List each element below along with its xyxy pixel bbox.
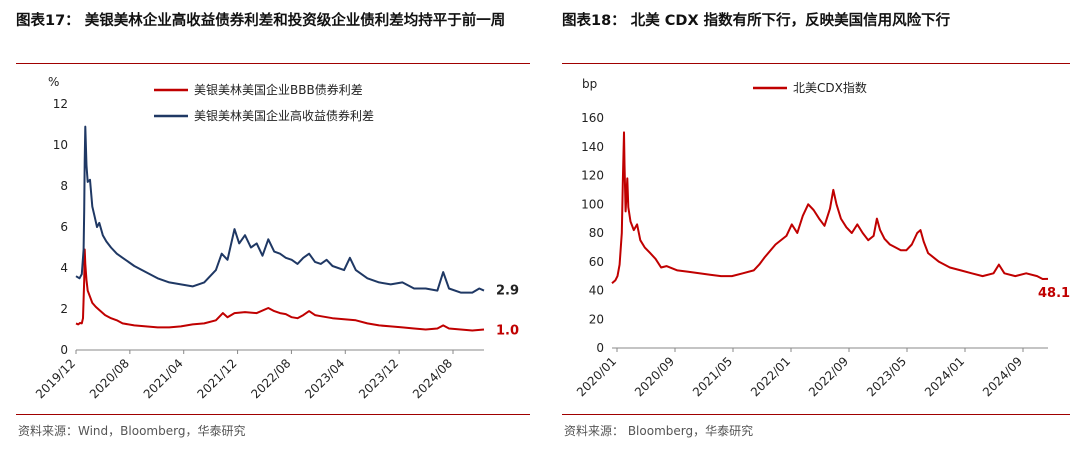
left-x-tick-label: 2023/12 — [356, 356, 401, 401]
left-y-tick-label: 8 — [60, 179, 68, 193]
right-y-tick-label: 160 — [581, 111, 604, 125]
left-y-tick-label: 10 — [53, 138, 68, 152]
figure-title-right: 图表18： 北美 CDX 指数有所下行，反映美国信用风险下行 — [562, 13, 951, 29]
right-x-tick-label: 2022/09 — [806, 354, 851, 399]
right-y-tick-label: 60 — [589, 255, 604, 269]
left-x-tick-label: 2024/08 — [410, 356, 455, 401]
right-y-tick-label: 100 — [581, 197, 604, 211]
right-unit-label: bp — [582, 77, 597, 91]
right-x-tick-label: 2023/05 — [864, 354, 909, 399]
source-note-right: 资料来源： Bloomberg，华泰研究 — [564, 424, 754, 438]
left-x-tick-label: 2019/12 — [33, 356, 78, 401]
left-end-value-label-0: 1.0 — [496, 324, 519, 339]
title-rule-right — [562, 63, 1070, 64]
left-end-value-label-1: 2.9 — [496, 284, 519, 299]
right-y-tick-label: 40 — [589, 284, 604, 298]
right-x-tick-label: 2020/09 — [632, 354, 677, 399]
right-y-tick-label: 140 — [581, 140, 604, 154]
chart-panel-right: 图表18： 北美 CDX 指数有所下行，反映美国信用风险下行 bp 0 20 40 60… — [540, 0, 1080, 451]
right-y-tick-label: 120 — [581, 169, 604, 183]
left-legend-label-1: 美银美林美国企业高收益债券利差 — [194, 108, 374, 123]
left-x-tick-label: 2022/08 — [248, 356, 293, 401]
title-rule-left — [16, 63, 530, 64]
figure-title-left: 图表17： 美银美林企业高收益债券利差和投资级企业债利差均持平于前一周 — [16, 13, 506, 29]
source-note-left: 资料来源：Wind，Bloomberg，华泰研究 — [18, 424, 246, 438]
right-y-tick-label: 80 — [589, 226, 604, 240]
left-x-tick-label: 2020/08 — [87, 356, 132, 401]
left-y-tick-label: 12 — [53, 97, 68, 111]
left-x-tick-label: 2021/04 — [141, 356, 186, 401]
right-y-tick-label: 0 — [596, 341, 604, 355]
left-series-line-0 — [75, 248, 485, 332]
left-x-tick-label: 2023/04 — [302, 356, 347, 401]
right-x-tick-label: 2020/01 — [574, 354, 619, 399]
left-y-tick-label: 6 — [60, 220, 68, 234]
right-x-tick-label: 2024/01 — [922, 354, 967, 399]
right-legend-label-0: 北美CDX指数 — [793, 80, 867, 95]
left-series-line-1 — [75, 125, 485, 294]
right-x-tick-label: 2024/09 — [980, 354, 1025, 399]
right-end-value-label-0: 48.1 — [1038, 286, 1070, 301]
left-x-tick-label: 2021/12 — [195, 356, 240, 401]
right-y-tick-label: 20 — [589, 312, 604, 326]
left-legend-label-0: 美银美林美国企业BBB债券利差 — [194, 82, 363, 97]
left-y-tick-label: 0 — [60, 343, 68, 357]
right-x-tick-label: 2022/01 — [748, 354, 793, 399]
chart-panel-left: 图表17： 美银美林企业高收益债券利差和投资级企业债利差均持平于前一周 % 0 2 4… — [16, 13, 530, 438]
left-y-tick-label: 4 — [60, 261, 68, 275]
left-unit-label: % — [48, 75, 59, 89]
right-series-line-0 — [611, 131, 1049, 285]
cdx-index-chart: bp 0 20 40 60 80 100 120 140 160 2020/01 2020/09 202… — [574, 77, 1070, 399]
source-rule-left — [16, 414, 530, 415]
source-rule-right — [562, 414, 1070, 415]
left-y-tick-label: 2 — [60, 302, 68, 316]
right-x-tick-label: 2021/05 — [690, 354, 735, 399]
